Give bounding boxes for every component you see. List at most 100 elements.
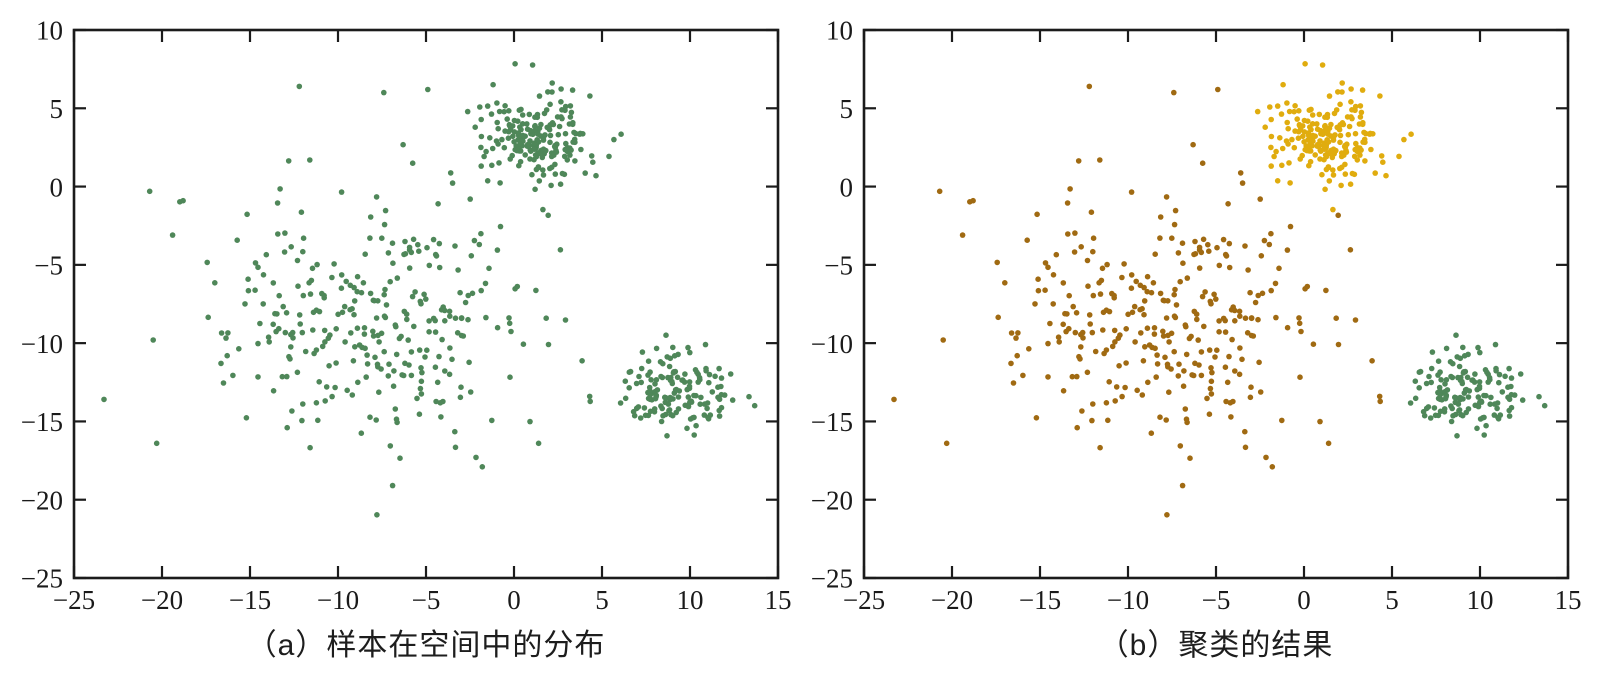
data-point: [1267, 104, 1273, 110]
data-point: [558, 99, 564, 105]
data-point: [1506, 396, 1513, 403]
data-point: [1335, 89, 1341, 95]
data-point: [1144, 325, 1151, 332]
data-point: [1162, 354, 1168, 361]
data-point: [220, 380, 227, 386]
data-point: [1161, 297, 1168, 304]
data-point: [1268, 163, 1274, 169]
data-point: [344, 387, 351, 394]
data-point: [325, 335, 332, 342]
data-point: [1062, 310, 1068, 317]
data-point: [658, 373, 664, 380]
data-point: [501, 108, 507, 115]
data-point: [667, 355, 674, 362]
data-point: [1190, 141, 1196, 148]
data-point: [423, 296, 429, 302]
data-point: [442, 318, 448, 324]
data-point: [404, 316, 410, 323]
data-point: [1357, 114, 1364, 120]
data-point: [502, 103, 508, 109]
data-point: [351, 311, 357, 318]
data-point: [1460, 344, 1466, 351]
data-point: [1453, 332, 1459, 339]
data-point: [1448, 418, 1455, 425]
data-point: [1122, 384, 1128, 391]
data-point: [153, 440, 160, 447]
data-point: [1072, 329, 1079, 336]
data-point: [1506, 365, 1512, 372]
data-point: [349, 392, 356, 398]
data-point: [670, 370, 677, 376]
data-point: [642, 412, 649, 419]
data-point: [308, 277, 315, 284]
data-point: [402, 238, 408, 245]
data-point: [501, 144, 508, 151]
data-point: [540, 206, 546, 213]
data-point: [1111, 327, 1118, 334]
data-point: [367, 214, 374, 220]
data-point: [438, 307, 445, 313]
data-point: [1237, 170, 1244, 176]
data-point: [405, 337, 412, 343]
data-point: [1298, 328, 1304, 335]
data-point: [294, 257, 301, 264]
data-point: [270, 321, 277, 328]
data-point: [1229, 336, 1235, 343]
data-point: [666, 363, 673, 370]
data-point: [1517, 371, 1524, 377]
data-point: [1508, 375, 1515, 381]
data-point: [1383, 172, 1389, 179]
data-point: [631, 412, 638, 419]
data-point: [1145, 379, 1151, 386]
data-point: [495, 141, 501, 147]
x-tick-label: 0: [507, 585, 521, 615]
data-point: [1348, 114, 1354, 120]
data-point: [577, 130, 584, 137]
data-point: [1261, 237, 1268, 244]
data-point: [1363, 130, 1369, 137]
data-point: [1325, 164, 1332, 171]
data-point: [1199, 293, 1206, 300]
data-point: [1084, 369, 1091, 376]
data-point: [1223, 253, 1230, 259]
data-point: [1033, 415, 1040, 421]
data-point: [686, 379, 693, 385]
data-point: [373, 194, 380, 200]
data-point: [1015, 330, 1021, 336]
data-point: [421, 291, 427, 298]
data-point: [1335, 212, 1341, 219]
data-point: [554, 141, 560, 147]
data-point: [381, 291, 388, 298]
data-point: [639, 349, 646, 355]
data-point: [548, 182, 554, 189]
data-point: [1090, 248, 1096, 255]
data-point: [519, 121, 526, 127]
data-point: [675, 406, 682, 412]
data-point: [1443, 377, 1450, 383]
data-point: [653, 377, 660, 383]
x-tick-label: −15: [1019, 585, 1061, 615]
data-point: [1417, 368, 1424, 375]
data-point: [371, 297, 378, 304]
data-point: [1292, 103, 1298, 109]
data-point: [1330, 137, 1337, 143]
data-point: [549, 89, 555, 95]
data-point: [1090, 292, 1097, 299]
data-point: [354, 288, 361, 295]
data-point: [716, 396, 723, 403]
data-point: [654, 387, 661, 393]
data-point: [660, 360, 666, 367]
data-point: [673, 386, 680, 393]
data-point: [289, 408, 295, 414]
data-point: [1198, 349, 1205, 355]
data-point: [1239, 180, 1246, 186]
data-point: [373, 417, 380, 423]
x-tick-label: 10: [1467, 585, 1494, 615]
data-point: [540, 137, 547, 143]
data-point: [505, 135, 512, 141]
data-point: [1310, 341, 1317, 348]
data-point: [668, 374, 674, 381]
data-point: [539, 154, 546, 161]
data-point: [529, 171, 535, 178]
data-point: [376, 339, 382, 345]
